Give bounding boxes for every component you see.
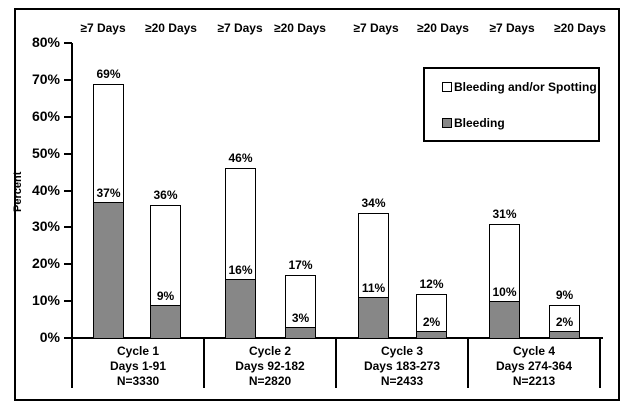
y-tick-label: 60% <box>31 107 60 124</box>
column-header-label: ≥7 Days <box>217 21 263 35</box>
y-tick-label: 50% <box>31 144 60 161</box>
y-axis-tick <box>64 226 72 229</box>
bar-bleeding-segment <box>549 330 580 339</box>
cycle-n: N=2433 <box>380 374 424 388</box>
y-tick-label: 20% <box>31 255 60 272</box>
column-header-label: ≥7 Days <box>353 21 399 35</box>
y-axis-tick <box>64 78 72 81</box>
bar-bleeding-label: 11% <box>361 281 386 296</box>
bar-total-label: 46% <box>228 151 253 166</box>
column-header-label: ≥20 Days <box>554 21 606 35</box>
y-tick-label: 40% <box>31 181 60 198</box>
bar-bleeding-label: 2% <box>555 314 574 329</box>
cycle-days: Days 92-182 <box>235 359 305 373</box>
bar-total-label: 9% <box>555 287 574 302</box>
bar-bleeding-segment <box>358 297 389 339</box>
cycle-cell: Cycle 2 Days 92-182 N=2820 <box>204 344 336 389</box>
bar-bleeding-segment <box>285 326 316 339</box>
cycle-n: N=2820 <box>248 374 292 388</box>
bar-bleeding-label: 9% <box>156 288 175 303</box>
legend-swatch-bleeding-and-or-spotting-icon <box>442 82 452 92</box>
cycle-divider <box>335 338 337 388</box>
cycle-divider <box>71 338 73 388</box>
y-axis-tick <box>64 300 72 303</box>
y-tick-label: 10% <box>31 292 60 309</box>
bar-total-label: 12% <box>419 276 444 291</box>
cycle-n: N=2213 <box>512 374 556 388</box>
x-axis-line <box>71 337 603 339</box>
bar-bleeding-segment <box>489 301 520 339</box>
cycle-days: Days 183-273 <box>363 359 441 373</box>
cycle-name: Cycle 1 <box>116 344 160 358</box>
bar-bleeding-label: 16% <box>228 263 253 277</box>
cycle-divider <box>467 338 469 388</box>
cycle-cell: Cycle 4 Days 274-364 N=2213 <box>468 344 600 389</box>
legend-item-bleeding-and-or-spotting: Bleeding and/or Spotting <box>442 80 598 94</box>
cycle-cell: Cycle 3 Days 183-273 N=2433 <box>336 344 468 389</box>
y-axis-tick <box>64 263 72 266</box>
cycle-days: Days 274-364 <box>495 359 573 373</box>
cycle-name: Cycle 3 <box>380 344 424 358</box>
cycle-name: Cycle 2 <box>248 344 292 358</box>
y-axis-title: Percent <box>12 171 24 213</box>
y-axis-tick <box>64 337 72 339</box>
cycle-divider <box>203 338 205 388</box>
legend: Bleeding and/or Spotting Bleeding <box>423 67 600 142</box>
legend-label-bleeding: Bleeding <box>454 116 505 130</box>
bar-bleeding-label: 37% <box>96 185 121 200</box>
legend-item-bleeding: Bleeding <box>442 116 598 130</box>
column-header-label: ≥20 Days <box>145 21 197 35</box>
y-tick-label: 30% <box>31 218 60 235</box>
column-header-label: ≥7 Days <box>80 21 126 35</box>
y-tick-label: 0% <box>39 329 60 345</box>
bar-total-label: 17% <box>288 258 313 273</box>
bar-bleeding-label: 2% <box>422 314 441 329</box>
cycle-days: Days 1-91 <box>109 359 167 373</box>
cycle-divider <box>599 338 601 388</box>
bar-bleeding-label: 10% <box>492 285 517 300</box>
bar-bleeding-segment <box>150 304 181 339</box>
y-axis-line <box>71 43 73 338</box>
y-axis-tick <box>64 189 72 192</box>
column-header-label: ≥20 Days <box>417 21 469 35</box>
bar-total-label: 31% <box>492 206 517 221</box>
legend-swatch-bleeding-icon <box>442 118 452 128</box>
y-axis-tick <box>64 152 72 155</box>
bar-bleeding-segment <box>225 279 256 339</box>
cycle-cell: Cycle 1 Days 1-91 N=3330 <box>72 344 204 389</box>
bar-bleeding-segment <box>416 330 447 339</box>
cycle-n: N=3330 <box>116 374 160 388</box>
column-header-label: ≥20 Days <box>274 21 326 35</box>
bar-bleeding-segment <box>93 201 124 339</box>
y-axis-tick <box>64 115 72 118</box>
column-header-label: ≥7 Days <box>489 21 535 35</box>
bar-total-label: 34% <box>361 195 386 210</box>
cycle-name: Cycle 4 <box>512 344 556 358</box>
legend-label-bleeding-and-or-spotting: Bleeding and/or Spotting <box>454 80 597 94</box>
bar-bleeding-label: 3% <box>291 310 310 325</box>
bar-total-label: 36% <box>153 188 178 203</box>
y-tick-label: 70% <box>31 70 60 87</box>
bar-total-label: 69% <box>96 66 121 81</box>
y-tick-label: 80% <box>31 34 60 50</box>
y-axis-tick <box>64 42 72 44</box>
